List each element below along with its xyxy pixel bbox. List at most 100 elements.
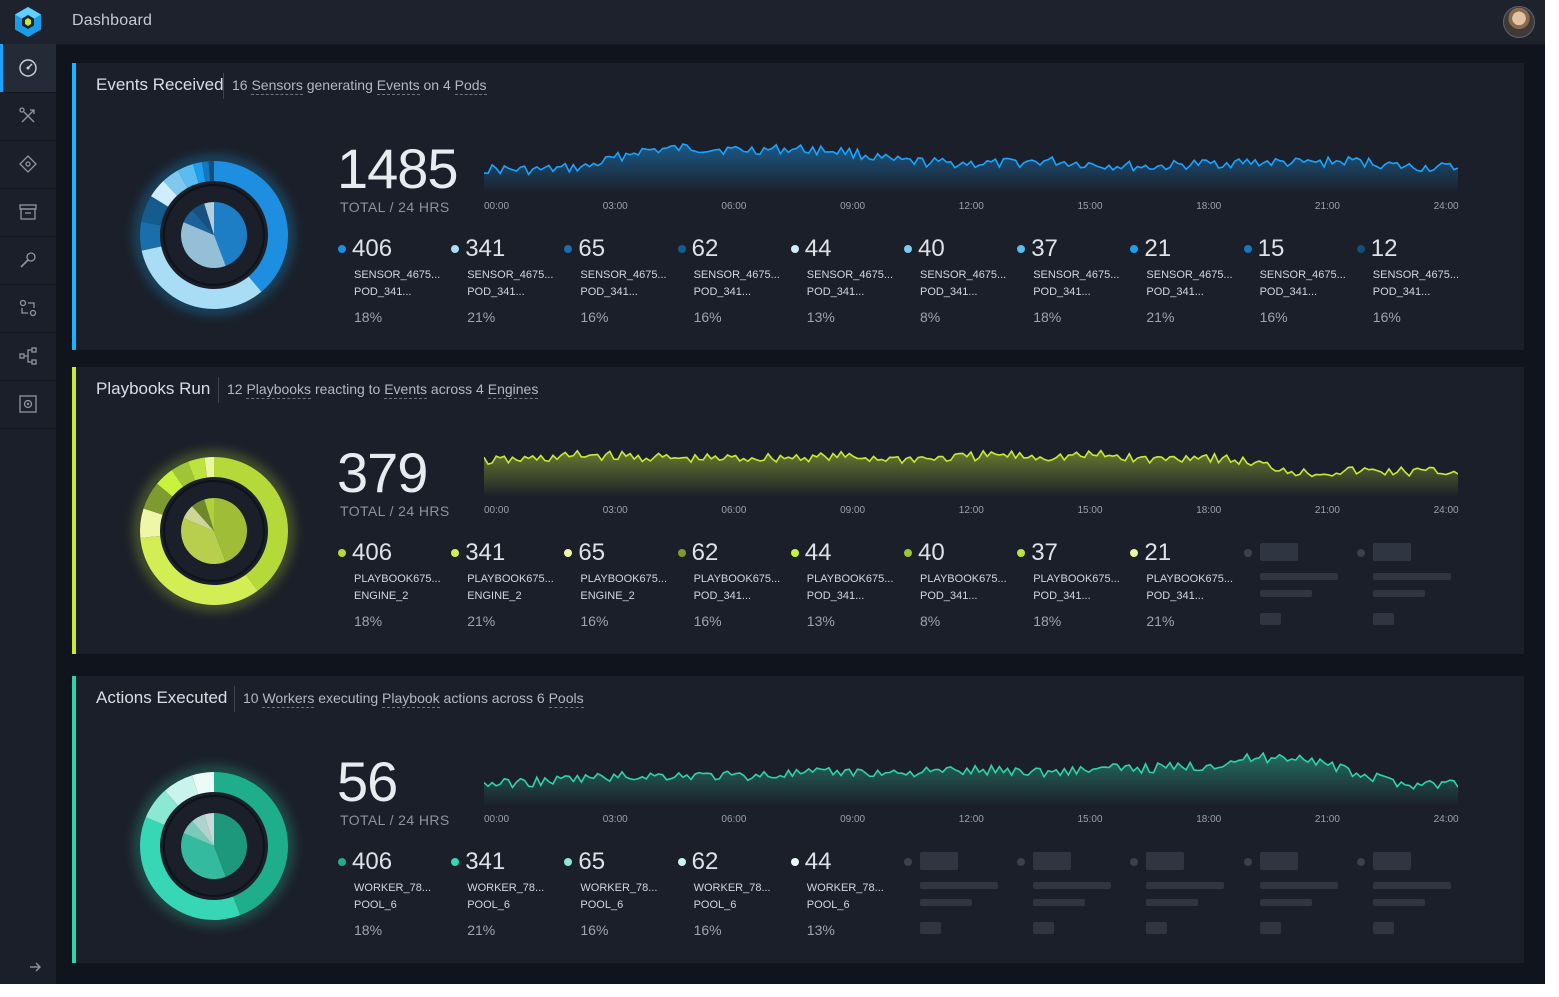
- axis-tick-label: 03:00: [602, 201, 628, 212]
- donut-segment[interactable]: [192, 772, 214, 795]
- pie-slice[interactable]: [192, 203, 214, 235]
- legend-source: PLAYBOOK675...: [467, 573, 554, 585]
- pods-link[interactable]: Pods: [454, 77, 487, 95]
- axis-tick-label: 24:00: [1433, 201, 1459, 212]
- legend-location: POD_341...: [467, 286, 525, 298]
- legend-item[interactable]: 341 PLAYBOOK675... ENGINE_2 21%: [451, 539, 561, 629]
- pie-slice[interactable]: [183, 210, 214, 235]
- legend-percent: 16%: [580, 309, 609, 325]
- legend-item[interactable]: 44 PLAYBOOK675... POD_341... 13%: [790, 539, 901, 629]
- donut-segment[interactable]: [145, 790, 179, 825]
- pie-slice[interactable]: [204, 202, 214, 235]
- donut-segment[interactable]: [151, 181, 178, 207]
- legend-item[interactable]: 21 SENSOR_4675... POD_341... 21%: [1130, 235, 1240, 325]
- pie-slice[interactable]: [181, 518, 226, 564]
- sensors-link[interactable]: Sensors: [251, 77, 303, 95]
- donut-segment[interactable]: [140, 536, 258, 605]
- legend-item[interactable]: 21 PLAYBOOK675... POD_341... 21%: [1130, 539, 1240, 629]
- donut-segment[interactable]: [141, 246, 262, 309]
- legend-item[interactable]: 44 SENSOR_4675... POD_341... 13%: [790, 235, 901, 325]
- legend-percent: 21%: [467, 613, 496, 629]
- placeholder-bar: [1259, 590, 1312, 597]
- donut-segment[interactable]: [157, 470, 184, 497]
- legend-dot: [451, 245, 460, 253]
- nav-settings[interactable]: [0, 380, 56, 429]
- legend-percent: 18%: [354, 613, 383, 629]
- donut-segment[interactable]: [208, 161, 214, 182]
- donut-segment[interactable]: [214, 772, 289, 916]
- legend-item[interactable]: 65 PLAYBOOK675... ENGINE_2 16%: [564, 539, 674, 629]
- legend-item[interactable]: 40 PLAYBOOK675... POD_341... 8%: [904, 539, 1014, 629]
- legend-source: PLAYBOOK675...: [580, 573, 668, 585]
- events-link[interactable]: Events: [376, 77, 420, 95]
- legend-dot: [790, 858, 799, 866]
- pie-slice[interactable]: [192, 499, 214, 531]
- pools-link[interactable]: Pools: [548, 690, 584, 708]
- legend-item[interactable]: 15 SENSOR_4675... POD_341... 16%: [1243, 235, 1354, 325]
- legend-item[interactable]: 406 WORKER_78... POOL_6 18%: [338, 848, 448, 938]
- axis-tick-label: 09:00: [840, 201, 866, 212]
- nav-history[interactable]: [0, 188, 56, 237]
- legend-item[interactable]: 12 SENSOR_4675... POD_341... 16%: [1356, 235, 1467, 325]
- legend-item[interactable]: 37 SENSOR_4675... POD_341... 18%: [1017, 235, 1127, 325]
- legend-item[interactable]: 65 SENSOR_4675... POD_341... 16%: [564, 235, 674, 325]
- legend-item[interactable]: 40 SENSOR_4675... POD_341... 8%: [904, 235, 1014, 325]
- donut-segment[interactable]: [163, 170, 188, 196]
- placeholder-bar: [1259, 573, 1338, 580]
- pie-slice[interactable]: [204, 813, 214, 846]
- engines-link[interactable]: Engines: [487, 381, 539, 399]
- pie-slice[interactable]: [214, 202, 248, 266]
- events-link[interactable]: Events: [384, 381, 428, 399]
- donut-segment[interactable]: [140, 817, 241, 920]
- donut-segment[interactable]: [177, 164, 199, 188]
- pie-slice[interactable]: [214, 498, 248, 562]
- legend-item[interactable]: 341 SENSOR_4675... POD_341... 21%: [451, 235, 561, 325]
- legend-item[interactable]: 406 SENSOR_4675... POD_341... 18%: [338, 235, 448, 325]
- placeholder-bar: [1372, 882, 1451, 889]
- donut-segment[interactable]: [204, 457, 214, 478]
- nav-packs[interactable]: [0, 236, 56, 285]
- pie-slice[interactable]: [183, 821, 214, 846]
- nav-rules[interactable]: [0, 92, 56, 141]
- donut-segment[interactable]: [164, 775, 198, 806]
- pie-slice[interactable]: [192, 814, 214, 846]
- donut-segment[interactable]: [143, 483, 173, 515]
- avatar[interactable]: [1503, 6, 1535, 38]
- legend-item[interactable]: 65 WORKER_78... POOL_6 16%: [564, 848, 674, 938]
- donut-segment[interactable]: [202, 161, 211, 182]
- legend-item[interactable]: 341 WORKER_78... POOL_6 21%: [451, 848, 561, 938]
- donut-segment[interactable]: [140, 221, 162, 251]
- workers-link[interactable]: Workers: [262, 690, 315, 708]
- legend-item[interactable]: 62 WORKER_78... POOL_6 16%: [677, 848, 788, 938]
- nav-workflows[interactable]: [0, 332, 56, 381]
- donut-segment[interactable]: [140, 508, 163, 538]
- pie-slice[interactable]: [181, 833, 226, 879]
- legend-item[interactable]: 62 SENSOR_4675... POD_341... 16%: [677, 235, 788, 325]
- legend-value: 62: [691, 235, 719, 262]
- donut-segment[interactable]: [214, 161, 288, 292]
- pie-slice[interactable]: [181, 222, 226, 268]
- donut-segment[interactable]: [192, 161, 206, 184]
- pie-slice[interactable]: [214, 813, 248, 877]
- donut-segment[interactable]: [214, 457, 288, 591]
- legend-source: SENSOR_4675...: [354, 269, 441, 281]
- legend-item[interactable]: 37 PLAYBOOK675... POD_341... 18%: [1017, 539, 1127, 629]
- logo[interactable]: [0, 0, 56, 44]
- pie-slice[interactable]: [204, 498, 214, 531]
- nav-actions[interactable]: [0, 140, 56, 189]
- nav-dashboard[interactable]: [0, 44, 56, 93]
- total-label: TOTAL / 24 HRS: [340, 812, 450, 828]
- donut-segment[interactable]: [141, 196, 169, 226]
- nav-triggers[interactable]: [0, 284, 56, 333]
- playbook-link[interactable]: Playbook: [382, 690, 440, 708]
- legend-item[interactable]: 406 PLAYBOOK675... ENGINE_2 18%: [338, 539, 448, 629]
- donut-segment[interactable]: [171, 461, 196, 487]
- legend-location: POD_341...: [1033, 286, 1091, 298]
- playbooks-link[interactable]: Playbooks: [246, 381, 312, 399]
- pie-slice[interactable]: [183, 506, 214, 531]
- donut-segment[interactable]: [188, 457, 208, 481]
- legend-item[interactable]: 62 PLAYBOOK675... POD_341... 16%: [677, 539, 788, 629]
- expand-sidebar-icon[interactable]: [28, 960, 48, 980]
- legend-item[interactable]: 44 WORKER_78... POOL_6 13%: [790, 848, 901, 938]
- legend-percent: 16%: [693, 922, 722, 938]
